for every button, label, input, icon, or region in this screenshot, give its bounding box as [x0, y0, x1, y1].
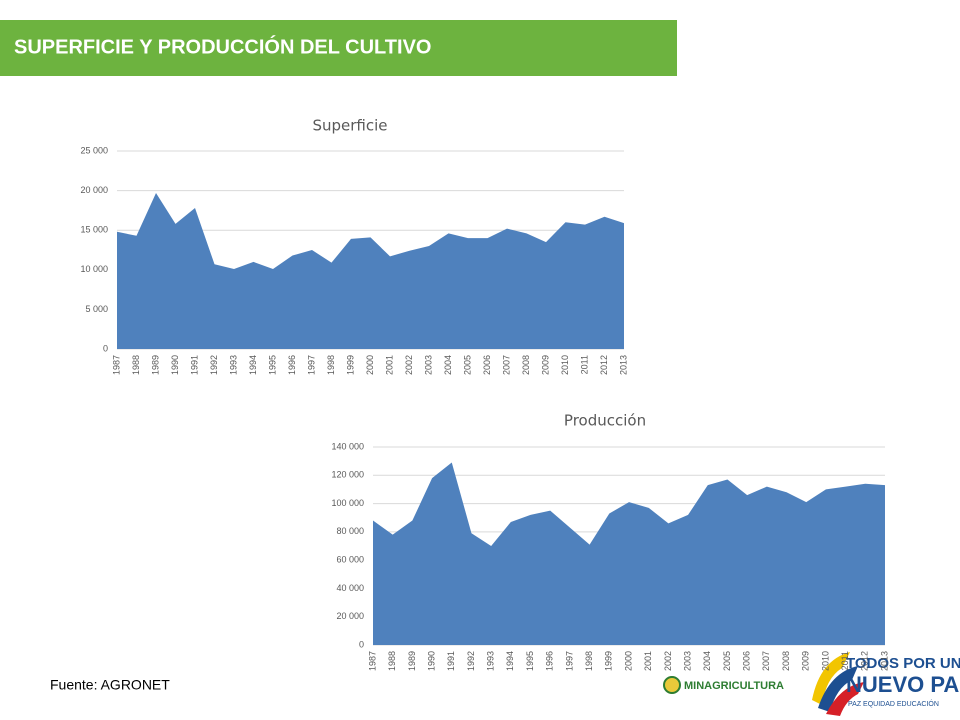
y-tick-label: 80 000 [336, 526, 364, 536]
x-tick-label: 1997 [564, 651, 574, 671]
slogan-logo: TODOS POR UN NUEVO PAÍS PAZ EQUIDAD EDUC… [812, 652, 960, 716]
x-tick-label: 1989 [407, 651, 417, 671]
slogan-sub: PAZ EQUIDAD EDUCACIÓN [848, 699, 939, 708]
y-tick-label: 25 000 [80, 145, 108, 155]
x-tick-label: 2005 [462, 355, 472, 375]
y-tick-label: 100 000 [331, 498, 364, 508]
x-tick-label: 1992 [209, 355, 219, 375]
x-tick-label: 1994 [248, 355, 258, 375]
x-tick-label: 2010 [820, 651, 830, 671]
y-tick-label: 140 000 [331, 441, 364, 451]
x-tick-label: 1995 [267, 355, 277, 375]
x-tick-label: 1991 [189, 355, 199, 375]
x-tick-label: 1988 [131, 355, 141, 375]
x-tick-label: 2010 [560, 355, 570, 375]
x-tick-label: 1995 [525, 651, 535, 671]
x-tick-label: 2011 [840, 651, 850, 670]
x-tick-label: 2011 [579, 355, 589, 374]
chart-title: Superficie [312, 117, 387, 135]
x-tick-label: 1999 [345, 355, 355, 375]
x-tick-label: 2012 [599, 355, 609, 375]
x-tick-label: 1987 [367, 651, 377, 671]
x-tick-label: 1997 [306, 355, 316, 375]
x-tick-label: 2002 [663, 651, 673, 671]
slogan-top: TODOS POR UN [846, 655, 960, 672]
y-tick-label: 0 [359, 639, 364, 649]
x-tick-label: 1998 [326, 355, 336, 375]
x-tick-label: 2003 [682, 651, 692, 671]
x-tick-label: 2000 [365, 355, 375, 375]
x-tick-label: 2005 [722, 651, 732, 671]
x-tick-label: 2001 [384, 355, 394, 375]
slogan-main: NUEVO PAÍS [846, 672, 960, 697]
x-tick-label: 1990 [170, 355, 180, 375]
x-tick-label: 1994 [505, 651, 515, 671]
y-tick-label: 20 000 [336, 611, 364, 621]
source: Fuente: AGRONET [50, 677, 170, 693]
x-tick-label: 1993 [486, 651, 496, 671]
area [117, 192, 624, 349]
x-tick-label: 1992 [466, 651, 476, 671]
y-tick-label: 0 [103, 343, 108, 353]
x-tick-label: 2002 [404, 355, 414, 375]
y-tick-label: 120 000 [331, 470, 364, 480]
x-tick-label: 1991 [446, 651, 456, 671]
x-tick-label: 2009 [540, 355, 550, 375]
x-tick-label: 2001 [643, 651, 653, 671]
chart-title: Producción [564, 412, 646, 430]
x-tick-label: 1996 [545, 651, 555, 671]
y-tick-label: 15 000 [80, 225, 108, 235]
x-tick-label: 1987 [111, 355, 121, 375]
ministry-name: MINAGRICULTURA [684, 680, 784, 692]
x-tick-label: 1999 [604, 651, 614, 671]
ministry-logo: MINAGRICULTURA [663, 676, 784, 694]
x-tick-label: 2006 [482, 355, 492, 375]
x-tick-label: 2004 [443, 355, 453, 375]
y-tick-label: 40 000 [336, 583, 364, 593]
x-tick-label: 2013 [618, 355, 628, 375]
x-tick-label: 2009 [801, 651, 811, 671]
x-tick-label: 2000 [623, 651, 633, 671]
x-tick-label: 2006 [742, 651, 752, 671]
x-tick-label: 1998 [584, 651, 594, 671]
x-tick-label: 2012 [860, 651, 870, 671]
x-tick-label: 1990 [426, 651, 436, 671]
x-tick-label: 2004 [702, 651, 712, 671]
x-tick-label: 1988 [387, 651, 397, 671]
x-tick-label: 1996 [287, 355, 297, 375]
x-tick-label: 1989 [150, 355, 160, 375]
header-bar [0, 20, 677, 76]
x-tick-label: 2008 [781, 651, 791, 671]
area [373, 462, 885, 645]
x-tick-label: 2008 [521, 355, 531, 375]
y-tick-label: 60 000 [336, 555, 364, 565]
x-tick-label: 2007 [501, 355, 511, 375]
y-tick-label: 20 000 [80, 185, 108, 195]
header-title: SUPERFICIE Y PRODUCCIÓN DEL CULTIVO [14, 34, 431, 58]
x-tick-label: 1993 [228, 355, 238, 375]
y-tick-label: 10 000 [80, 264, 108, 274]
x-tick-label: 2003 [423, 355, 433, 375]
y-tick-label: 5 000 [85, 304, 108, 314]
x-tick-label: 2013 [879, 651, 889, 671]
x-tick-label: 2007 [761, 651, 771, 671]
